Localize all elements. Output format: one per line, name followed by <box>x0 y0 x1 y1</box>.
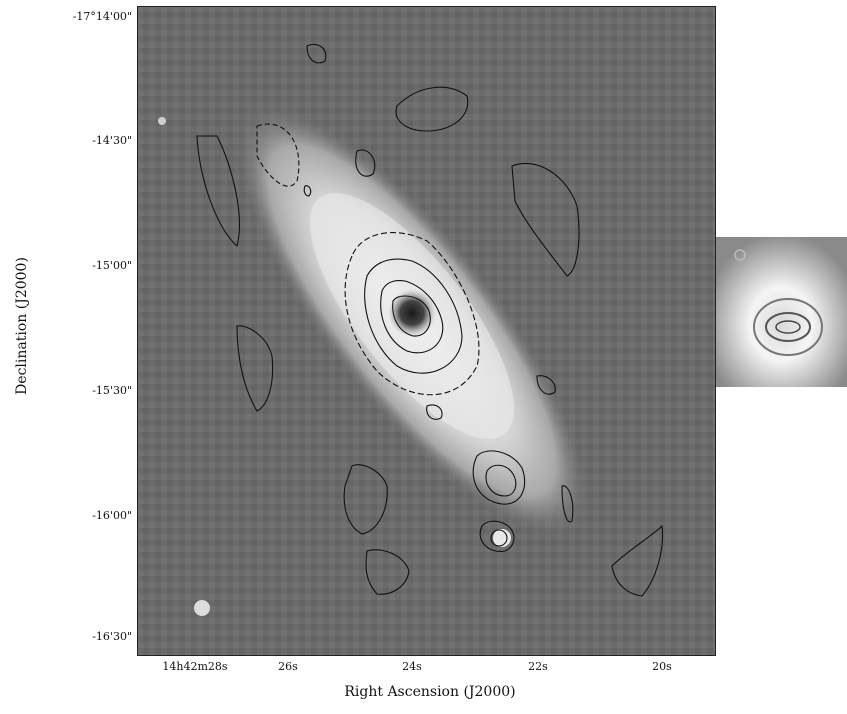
y-tick-label: -15'30" <box>92 384 132 397</box>
x-tick-label: 22s <box>528 660 548 673</box>
x-axis-label: Right Ascension (J2000) <box>344 684 516 700</box>
x-tick-label: 26s <box>278 660 298 673</box>
y-tick-label: -16'30" <box>92 630 132 643</box>
image-frame <box>137 6 716 656</box>
x-tick-label: 24s <box>402 660 422 673</box>
y-tick-label: -17°14'00" <box>72 10 132 23</box>
y-tick-label: -15'00" <box>92 259 132 272</box>
x-tick-label: 20s <box>652 660 672 673</box>
y-tick-label: -14'30" <box>92 134 132 147</box>
x-tick-label: 14h42m28s <box>162 660 228 673</box>
inset-image <box>716 237 847 387</box>
galaxy-image <box>137 6 716 656</box>
y-tick-label: -16'00" <box>92 509 132 522</box>
